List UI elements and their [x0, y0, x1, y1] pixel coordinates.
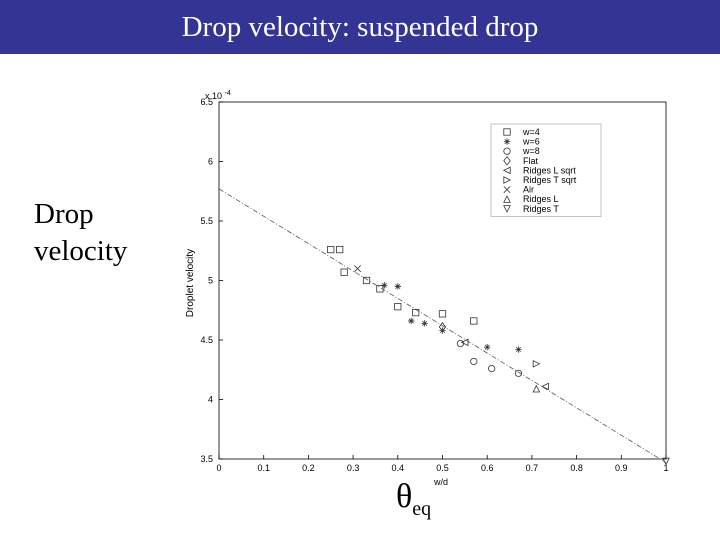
y-tick-label: 6.5: [200, 97, 213, 107]
y-tick-label: 6: [208, 157, 213, 167]
theta-subscript: eq: [412, 498, 432, 520]
point-w-6: [515, 346, 522, 353]
slide-title: Drop velocity: suspended drop: [0, 0, 720, 54]
x-tick-label: 0.6: [481, 463, 494, 473]
legend-marker-ridges-t-sqrt: [503, 176, 512, 184]
point-w-4: [470, 317, 478, 325]
point-ridges-t-sqrt: [532, 359, 541, 368]
fit-line: [218, 188, 667, 463]
point-air: [354, 265, 362, 273]
point-w-4: [362, 276, 371, 285]
point-w-4: [394, 303, 402, 311]
legend-label-ridges-t-sqrt: Ridges T sqrt: [523, 175, 577, 185]
y-tick-label: 4: [208, 395, 213, 405]
point-ridges-l-sqrt: [460, 338, 469, 347]
legend-label-w-8: w=8: [522, 146, 540, 156]
point-w-6: [381, 282, 388, 289]
legend-label-ridges-t: Ridges T: [523, 204, 559, 214]
x-tick-label: 0.1: [257, 463, 270, 473]
point-w-6: [408, 317, 415, 325]
y-multiplier-label: x 10 -4: [205, 90, 231, 101]
x-tick-label: 0.7: [526, 463, 539, 473]
point-ridges-l: [532, 384, 541, 393]
y-tick-label: 4.5: [200, 335, 213, 345]
point-w-4: [438, 310, 447, 318]
legend-label-air: Air: [523, 185, 534, 195]
point-w-4: [336, 245, 344, 254]
point-w-4: [412, 309, 420, 317]
point-w-4: [376, 285, 384, 293]
point-ridges-l-sqrt: [541, 382, 549, 391]
legend-marker-flat: [503, 155, 511, 166]
x-tick-label: 0.9: [615, 463, 628, 473]
legend-marker-w-4: [503, 128, 511, 136]
x-tick-label: 1: [663, 463, 668, 473]
x-tick-label: 0.4: [392, 463, 405, 473]
point-w-4: [340, 268, 348, 276]
legend-marker-air: [503, 186, 511, 194]
legend-marker-ridges-l-sqrt: [502, 166, 511, 175]
x-tick-label: 0.3: [347, 463, 360, 473]
legend-marker-w-8: [503, 147, 511, 155]
theta-eq-label: θeq: [396, 478, 431, 521]
legend-marker-ridges-l: [503, 195, 511, 203]
point-w-6: [484, 343, 491, 351]
legend-label-ridges-l: Ridges L: [523, 194, 559, 204]
y-multiplier-exponent: -4: [225, 90, 231, 97]
point-w-6: [421, 320, 428, 327]
point-w-8: [470, 357, 478, 366]
point-w-4: [327, 245, 335, 254]
x-tick-label: 0.8: [570, 463, 583, 473]
point-w-8: [514, 369, 523, 377]
y-tick-label: 5: [208, 276, 213, 286]
y-tick-label: 3.5: [200, 454, 213, 464]
side-label: Drop velocity: [34, 198, 128, 267]
point-ridges-t: [662, 457, 670, 466]
legend-marker-ridges-t: [503, 205, 511, 213]
legend-label-ridges-l-sqrt: Ridges L sqrt: [523, 165, 576, 175]
y-axis-label: Droplet velocity: [185, 249, 196, 317]
x-tick-label: 0.2: [302, 463, 315, 473]
point-flat: [438, 322, 447, 332]
x-axis-label: w/d: [433, 477, 448, 487]
x-tick-label: 0: [216, 463, 221, 473]
fit-line-group: [218, 188, 667, 463]
point-w-8: [488, 364, 496, 373]
point-w-6: [394, 283, 401, 290]
point-w-8: [456, 339, 464, 348]
legend-label-w-6: w=6: [522, 137, 540, 147]
legend-marker-w-6: [503, 138, 511, 145]
y-tick-label: 5.5: [200, 216, 213, 226]
legend-label-w-4: w=4: [522, 127, 540, 137]
data-points: [327, 245, 670, 466]
legend-label-flat: Flat: [523, 156, 539, 166]
x-tick-label: 0.5: [436, 463, 449, 473]
theta-symbol: θ: [396, 478, 413, 515]
axes: 0 0.1 0.2 0.3 0.4 0.5 0.6 0.7 0.8 0.9 1 3.5 4 4.5 5 5.5…: [185, 90, 669, 487]
